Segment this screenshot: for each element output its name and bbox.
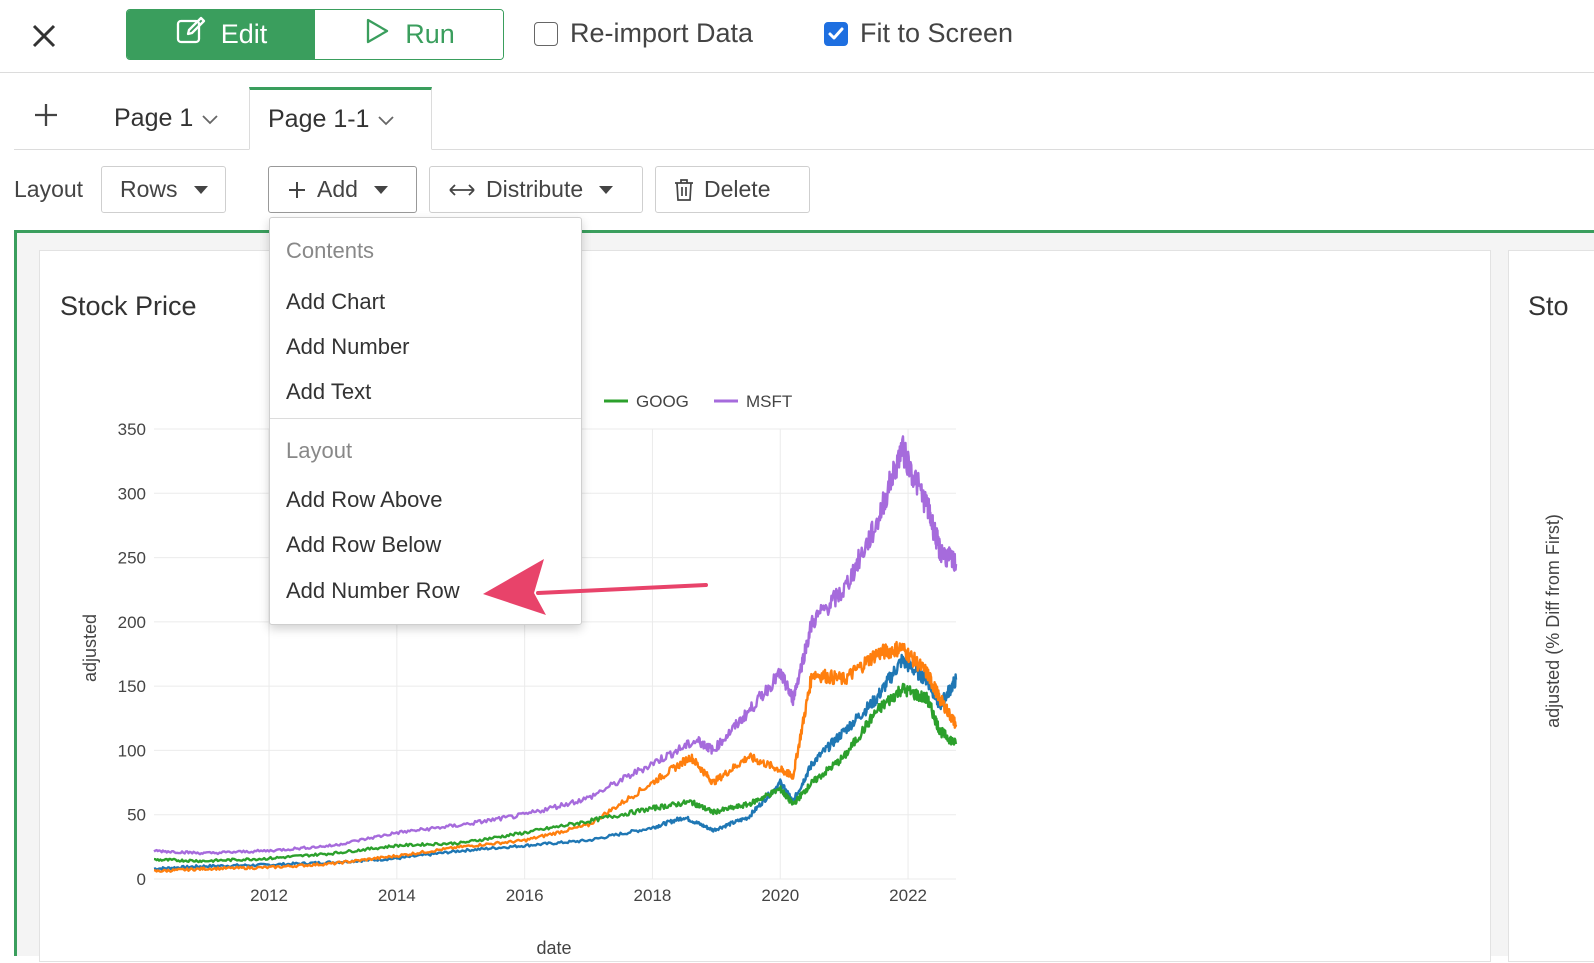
run-button[interactable]: Run [315,10,503,59]
top-bar: Edit Run Re-import Data Fit to Screen [0,0,1594,73]
run-label: Run [405,19,455,49]
distribute-button[interactable]: Distribute [429,166,643,213]
chart-legend: GOOG MSFT [604,392,792,411]
y-axis-ticks: 0 50 100 150 200 250 300 350 [118,420,146,889]
series-line-3 [153,435,958,856]
panel-title: Sto [1528,291,1569,321]
add-row-above-item[interactable]: Add Row Above [286,487,443,512]
page-tab-bar: Page 1 Page 1-1 [14,87,1594,150]
tab-page-1-1[interactable]: Page 1-1 [249,87,432,150]
edit-icon [175,16,207,53]
close-icon[interactable] [28,20,60,52]
caret-down-icon [373,185,388,194]
series-line-2 [153,682,958,864]
layout-value: Rows [120,176,178,202]
y-axis-label: adjusted [80,614,100,682]
x-tick-label: 2014 [378,886,416,905]
add-button[interactable]: Add [268,166,417,213]
dashboard-canvas: Stock Price 0 50 100 150 200 250 300 350 2012 20… [14,230,1594,962]
fit-to-screen-option[interactable]: Fit to Screen [824,18,1013,49]
x-tick-label: 2012 [250,886,288,905]
layout-label: Layout [14,176,84,202]
layout-header: Layout [286,438,353,463]
add-text-item[interactable]: Add Text [286,379,372,404]
x-axis-label: date [536,938,571,958]
delete-label: Delete [704,176,771,202]
add-row-below-item[interactable]: Add Row Below [286,532,442,557]
edit-button[interactable]: Edit [127,10,315,59]
y-axis-label: adjusted (% Diff from First) [1543,514,1563,728]
add-chart-item[interactable]: Add Chart [286,289,386,314]
add-page-icon[interactable] [32,101,60,129]
y-tick-label: 300 [118,484,146,503]
menu-divider [270,418,581,419]
contents-header: Contents [286,238,375,263]
tab-page-1[interactable]: Page 1 [96,87,237,150]
x-tick-label: 2022 [889,886,927,905]
reimport-option[interactable]: Re-import Data [534,18,753,49]
x-axis-ticks: 2012 2014 2016 2018 2020 2022 [250,886,927,905]
horizontal-arrows-icon [449,183,475,196]
add-dropdown-menu: Contents Add Chart Add Number Add Text L… [269,217,582,625]
y-tick-label: 200 [118,613,146,632]
caret-down-icon [599,185,614,194]
y-tick-label: 350 [118,420,146,439]
y-tick-label: 100 [118,741,146,760]
add-number-item[interactable]: Add Number [286,334,410,359]
x-tick-label: 2016 [506,886,544,905]
caret-down-icon [193,185,208,194]
fit-to-screen-checkbox[interactable] [824,21,848,46]
trash-icon [675,178,693,201]
y-tick-label: 250 [118,549,146,568]
check-icon [828,27,844,39]
plus-icon [289,181,305,198]
reimport-checkbox[interactable] [534,21,558,46]
tab-label: Page 1 [114,104,194,132]
mode-toggle: Edit Run [126,9,504,60]
tab-label: Page 1-1 [268,105,370,133]
delete-button[interactable]: Delete [655,166,810,213]
y-tick-label: 0 [137,870,146,889]
chevron-down-icon [202,114,218,124]
distribute-label: Distribute [486,176,584,202]
chart-lines [153,435,958,873]
x-tick-label: 2020 [761,886,799,905]
fit-to-screen-label: Fit to Screen [860,18,1014,48]
add-label: Add [317,176,358,202]
legend-label: GOOG [636,392,689,411]
panel-title: Stock Price [60,291,197,321]
chevron-down-icon [378,115,395,125]
legend-label: MSFT [746,392,792,411]
y-tick-label: 50 [127,806,146,825]
edit-label: Edit [220,19,268,49]
reimport-label: Re-import Data [570,18,754,48]
chart-panel-stock-diff[interactable]: Sto adjusted (% Diff from First) [1508,250,1594,962]
chart-panel-stock-price[interactable]: Stock Price 0 50 100 150 200 250 300 350 2012 20… [39,250,1491,962]
series-line-1 [153,640,958,873]
add-number-row-item[interactable]: Add Number Row [286,578,460,603]
callout-arrow-icon [483,559,708,615]
layout-rows-select[interactable]: Rows [101,166,226,213]
play-icon [363,17,391,52]
y-tick-label: 150 [118,677,146,696]
partial-chart: adjusted (% Diff from First) [1543,514,1563,728]
x-tick-label: 2018 [634,886,672,905]
